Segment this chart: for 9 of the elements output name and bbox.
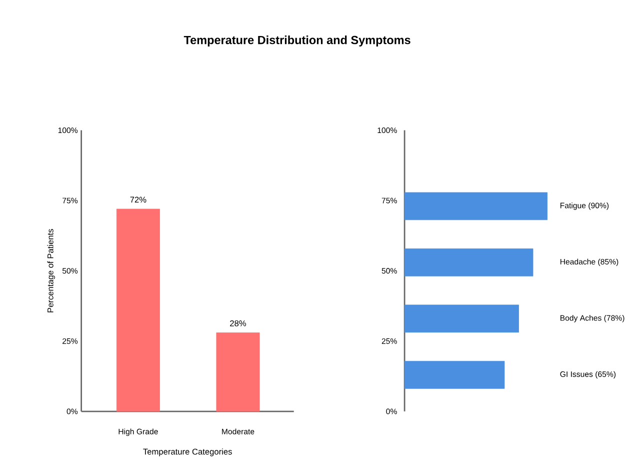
- data-label: 28%: [230, 320, 246, 326]
- bar: [404, 248, 534, 276]
- bar: [404, 360, 505, 389]
- bar: [404, 192, 548, 220]
- data-label: 72%: [130, 196, 146, 203]
- bar: [404, 304, 519, 333]
- x-axis-title: Temperature Categories: [143, 448, 232, 456]
- chart-title: Temperature Distribution and Symptoms: [184, 36, 410, 46]
- y-axis-title: Percentage of Patients: [47, 229, 55, 312]
